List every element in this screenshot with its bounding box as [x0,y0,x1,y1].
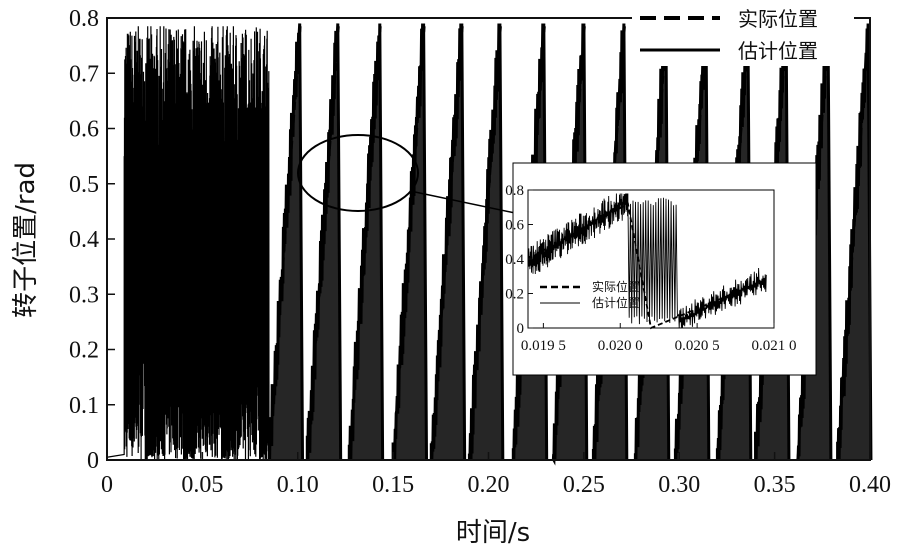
main-y-tick-label: 0.1 [69,393,99,419]
zoom-connector-line [414,191,516,214]
inset-y-tick-label: 0.4 [505,252,524,268]
main-legend: 实际位置 估计位置 [632,2,854,66]
inset-actual-position-line [527,202,767,330]
main-y-ticks: 0 0.1 0.2 0.3 0.4 0.5 0.6 0.7 0.8 [69,6,115,474]
inset-x-ticks: 0.019 5 0.020 0 0.020 5 0.021 0 [521,323,797,354]
inset-legend: 实际位置 估计位置 [540,279,640,310]
main-y-tick-label: 0.7 [69,61,99,87]
main-legend-background [632,2,854,66]
inset-estimated-position-line [527,193,767,329]
estimated-position-line [106,26,270,461]
main-y-tick-label: 0.2 [69,338,99,364]
legend-actual-label: 实际位置 [738,7,818,31]
main-y-tick-label: 0.8 [69,6,99,32]
main-y-tick-label: 0.5 [69,172,99,198]
inset-y-tick-label: 0 [517,321,525,337]
legend-estimated-label: 估计位置 [738,39,818,63]
main-y-tick-label: 0 [87,448,99,474]
inset-x-tick-label: 0.020 5 [675,338,720,354]
main-x-tick-label: 0.15 [372,472,414,498]
main-x-tick-label: 0.20 [468,472,510,498]
inset-x-tick-label: 0.021 0 [752,338,797,354]
main-x-tick-label: 0.05 [181,472,223,498]
inset-x-tick-label: 0.019 5 [521,338,566,354]
main-y-axis-label: 转子位置/rad [11,162,41,318]
main-x-tick-label: 0.10 [277,472,319,498]
inset-y-tick-label: 0.2 [505,287,524,303]
main-x-tick-label: 0.30 [658,472,700,498]
main-x-ticks: 0 0.05 0.10 0.15 0.20 0.25 0.30 0.35 0.40 [101,452,891,498]
main-x-tick-label: 0 [101,472,113,498]
main-x-tick-label: 0.40 [849,472,891,498]
inset-y-tick-label: 0.8 [505,183,524,199]
main-x-axis-label: 时间/s [456,518,530,548]
main-y-tick-label: 0.6 [69,117,99,143]
inset-y-tick-label: 0.6 [505,218,524,234]
inset-plot-series [527,193,767,330]
inset-panel: 0.019 5 0.020 0 0.020 5 0.021 0 00.20.40.60… [505,162,817,376]
inset-legend-estimated-label: 估计位置 [592,295,640,310]
main-x-tick-label: 0.35 [754,472,796,498]
zoom-ellipse [297,134,419,212]
main-y-tick-label: 0.3 [69,282,99,308]
inset-x-tick-label: 0.020 0 [598,338,643,354]
main-y-tick-label: 0.4 [69,227,99,253]
zoom-callout [297,134,516,214]
inset-legend-actual-label: 实际位置 [592,279,640,294]
inset-y-ticks: 0 0.2 0.4 0.6 0.8 [505,183,533,337]
main-x-tick-label: 0.25 [563,472,605,498]
